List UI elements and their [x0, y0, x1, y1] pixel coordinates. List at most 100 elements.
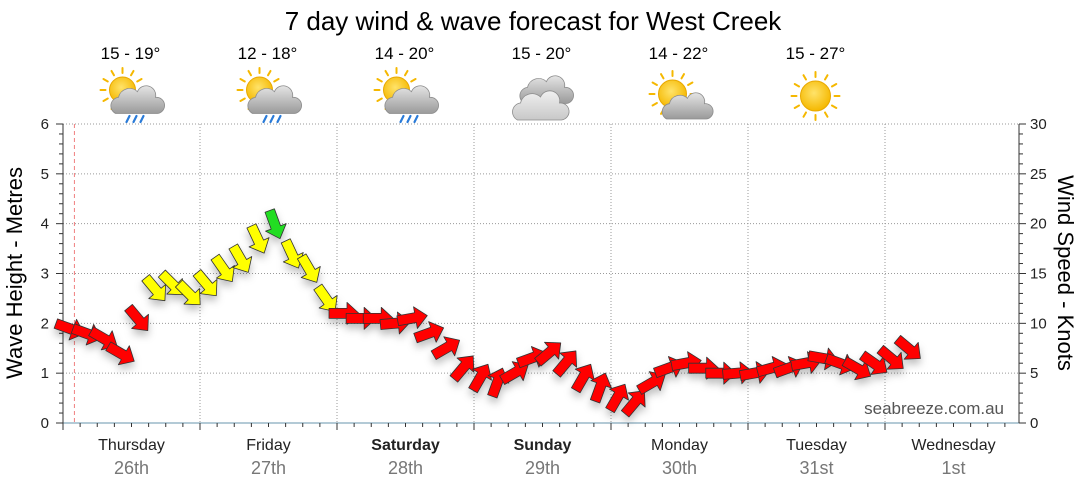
day-label: Tuesday — [786, 437, 847, 454]
temperature-range: 14 - 20° — [375, 44, 435, 63]
partly-cloudy-icon — [648, 70, 714, 120]
right-tick-label: 30 — [1030, 116, 1047, 133]
wind-arrow — [141, 274, 167, 302]
chart-axes: 0 1 2 3 4 5 6 0 5 10 15 20 25 30 Thursday 26th Friday 27t… — [41, 116, 1047, 478]
day-label: Monday — [651, 437, 708, 454]
wind-arrow — [297, 253, 321, 283]
day-label: Saturday — [371, 437, 440, 454]
date-label: 29th — [525, 458, 560, 478]
left-tick-label: 2 — [41, 315, 49, 332]
wind-arrow-shape — [893, 335, 921, 360]
wind-arrow — [175, 279, 201, 306]
wind-arrow — [246, 223, 270, 254]
wind-arrow — [345, 306, 377, 330]
left-tick-label: 1 — [41, 365, 49, 382]
wind-arrow — [430, 336, 461, 360]
wind-arrow-shape — [589, 372, 612, 404]
wind-arrow — [124, 304, 149, 332]
date-label: 30th — [662, 458, 697, 478]
wind-arrow — [589, 372, 612, 404]
wind-arrow — [571, 363, 595, 394]
wind-arrow-shape — [124, 304, 149, 332]
wind-arrow — [313, 283, 338, 312]
day-label: Wednesday — [911, 437, 995, 454]
wind-arrow-shape — [246, 223, 270, 254]
left-tick-label: 4 — [41, 216, 49, 233]
wind-arrow — [449, 355, 475, 383]
date-label: 26th — [114, 458, 149, 478]
wind-arrow — [620, 390, 646, 418]
wind-arrow — [841, 356, 872, 381]
wind-arrow-shape — [859, 350, 888, 375]
wind-arrow-shape — [297, 253, 321, 283]
temperature-range: 12 - 18° — [238, 44, 298, 63]
wind-arrow-shape — [264, 208, 287, 240]
wind-arrow-shape — [396, 306, 428, 329]
wind-arrow-shape — [228, 243, 253, 273]
right-tick-label: 20 — [1030, 216, 1047, 233]
watermark: seabreeze.com.au — [864, 399, 1004, 418]
wind-arrow — [413, 321, 445, 344]
showers-icon — [99, 67, 165, 124]
wind-arrow — [605, 383, 629, 414]
wind-arrows-series — [53, 208, 921, 418]
wind-arrow — [396, 306, 428, 329]
wind-arrow — [192, 269, 218, 297]
wind-arrow — [534, 341, 562, 367]
showers-icon — [373, 67, 439, 124]
day-label: Thursday — [98, 437, 165, 454]
chart-grid — [63, 123, 1019, 424]
left-tick-label: 5 — [41, 166, 49, 183]
right-tick-label: 0 — [1030, 415, 1038, 432]
day-label: Sunday — [514, 437, 572, 454]
sunny-icon — [790, 71, 841, 121]
wind-arrow-shape — [841, 356, 872, 381]
wind-arrow — [105, 341, 135, 366]
wind-arrow — [264, 208, 287, 240]
wind-arrow — [468, 363, 492, 394]
wind-arrow-shape — [105, 341, 135, 366]
wind-arrow — [876, 344, 904, 370]
left-tick-label: 0 — [41, 415, 49, 432]
wind-arrow — [228, 243, 253, 273]
chart-title: 7 day wind & wave forecast for West Cree… — [285, 6, 783, 36]
date-label: 31st — [799, 458, 833, 478]
wind-arrow-shape — [313, 283, 338, 312]
wind-arrow-shape — [534, 341, 562, 367]
wind-arrow-shape — [280, 238, 304, 269]
wind-arrow-shape — [620, 390, 646, 418]
right-axis-title: Wind Speed - Knots — [1053, 175, 1078, 371]
left-tick-label: 6 — [41, 116, 49, 133]
weather-row: 15 - 19° 12 - 18° 14 - 20° 15 - 20° 14 - 22°… — [99, 44, 846, 124]
wind-arrow — [280, 238, 304, 269]
date-label: 27th — [251, 458, 286, 478]
wind-arrow-shape — [345, 306, 377, 330]
right-tick-label: 10 — [1030, 315, 1047, 332]
wind-arrow-shape — [430, 336, 461, 360]
temperature-range: 15 - 27° — [786, 44, 846, 63]
wind-arrow — [552, 350, 578, 378]
temperature-range: 15 - 20° — [512, 44, 572, 63]
wind-arrow-shape — [468, 363, 492, 394]
wind-arrow-shape — [552, 350, 578, 378]
date-label: 1st — [941, 458, 965, 478]
date-label: 28th — [388, 458, 423, 478]
wind-arrow — [893, 335, 921, 360]
left-tick-label: 3 — [41, 266, 49, 283]
right-tick-label: 25 — [1030, 166, 1047, 183]
wind-arrow-shape — [876, 344, 904, 370]
cloudy-icon — [512, 75, 574, 121]
wind-arrow-shape — [571, 363, 595, 394]
wind-arrow-shape — [141, 274, 167, 302]
right-tick-label: 5 — [1030, 365, 1038, 382]
wind-arrow-shape — [605, 383, 629, 414]
wind-arrow-shape — [175, 279, 201, 306]
wind-arrow-shape — [192, 269, 218, 297]
wind-arrow-shape — [413, 321, 445, 344]
wind-arrow — [859, 350, 888, 375]
temperature-range: 14 - 22° — [649, 44, 709, 63]
left-axis-title: Wave Height - Metres — [2, 167, 27, 379]
right-tick-label: 15 — [1030, 266, 1047, 283]
wind-arrow — [210, 253, 235, 283]
